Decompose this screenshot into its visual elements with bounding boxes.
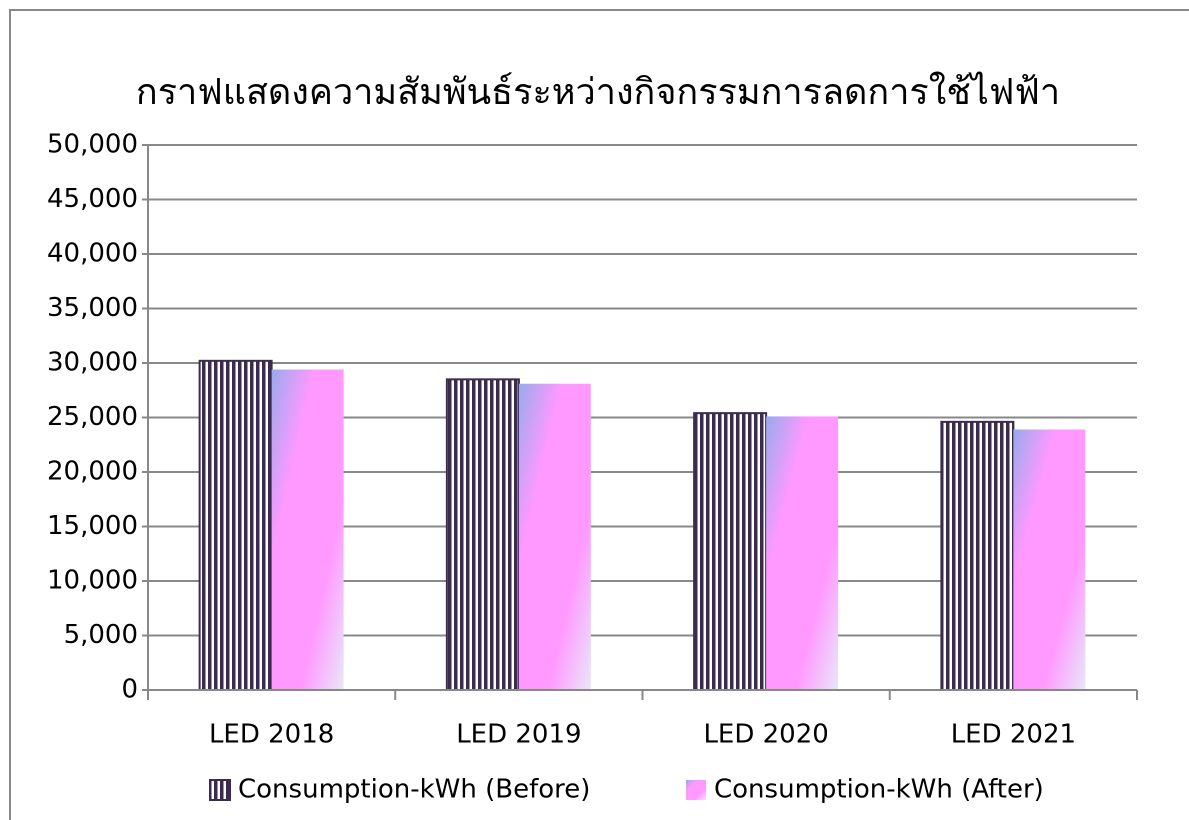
- bar: [940, 420, 1015, 691]
- y-tick-label: 5,000: [64, 620, 138, 650]
- legend-label: Consumption-kWh (Before): [238, 775, 590, 805]
- legend-swatch: [209, 779, 231, 801]
- legend-label: Consumption-kWh (After): [714, 775, 1044, 805]
- chart-border: [9, 9, 1189, 820]
- bar: [766, 416, 839, 690]
- bar: [198, 359, 273, 691]
- bar: [518, 383, 591, 690]
- y-tick-label: 0: [121, 675, 138, 705]
- x-tick-label: LED 2020: [703, 720, 828, 750]
- x-tick-label: LED 2019: [456, 720, 581, 750]
- y-tick-label: 50,000: [47, 130, 138, 160]
- bar: [1013, 429, 1086, 690]
- legend-swatch: [686, 780, 706, 800]
- x-tick-label: LED 2021: [951, 720, 1076, 750]
- y-tick-label: 15,000: [47, 511, 138, 541]
- y-tick-label: 35,000: [47, 293, 138, 323]
- y-tick-label: 30,000: [47, 348, 138, 378]
- bar: [445, 378, 520, 691]
- bar: [693, 412, 768, 691]
- y-tick-label: 10,000: [47, 566, 138, 596]
- y-tick-label: 40,000: [47, 239, 138, 269]
- bar: [271, 369, 344, 690]
- chart-title: กราฟแสดงความสัมพันธ์ระหว่างกิจกรรมการลดก…: [136, 71, 1060, 113]
- y-tick-label: 25,000: [47, 402, 138, 432]
- y-tick-label: 45,000: [47, 184, 138, 214]
- x-tick-label: LED 2018: [209, 720, 334, 750]
- y-tick-label: 20,000: [47, 457, 138, 487]
